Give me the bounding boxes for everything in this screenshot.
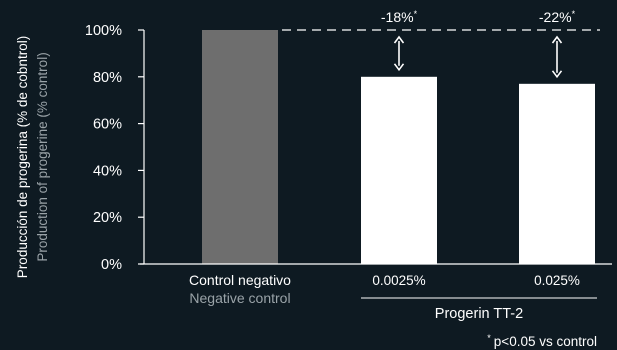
bar <box>361 76 437 264</box>
y-tick-label: 0% <box>101 257 122 273</box>
arrow-head-down <box>551 70 563 79</box>
reduction-label: -22%* <box>539 9 576 25</box>
bar <box>519 83 595 264</box>
y-tick-label: 20% <box>93 210 122 226</box>
y-axis-title: Producción de progerina (% de cobntrol) <box>15 36 30 278</box>
bar <box>202 30 278 264</box>
y-axis-title-secondary: Production of progerine (% control) <box>35 52 50 261</box>
bars-group <box>202 30 595 264</box>
footnote-text: p<0.05 vs control <box>494 334 597 349</box>
y-tick-label: 60% <box>93 117 122 133</box>
reduction-label: -18%* <box>381 9 418 25</box>
y-tick-label: 100% <box>85 23 122 39</box>
y-axis-ticks: 0% 20% 40% 60% 80% 100% <box>85 23 144 273</box>
arrow-head-down <box>393 63 405 72</box>
y-tick-label: 40% <box>93 163 122 179</box>
arrow-head-up <box>393 35 405 44</box>
arrow-head-up <box>551 35 563 44</box>
footnote: * p<0.05 vs control <box>487 333 597 349</box>
x-tick-label-control: Control negativo <box>189 272 291 288</box>
annotations-group: -18%* -22%* <box>282 9 600 79</box>
y-tick-label: 80% <box>93 70 122 86</box>
group-label: Progerin TT-2 <box>435 306 523 322</box>
x-tick-sublabel-control: Negative control <box>189 290 290 306</box>
x-tick-label-0-025: 0.025% <box>534 273 580 288</box>
x-tick-label-0-0025: 0.0025% <box>372 273 425 288</box>
footnote-mark: * <box>487 333 491 343</box>
